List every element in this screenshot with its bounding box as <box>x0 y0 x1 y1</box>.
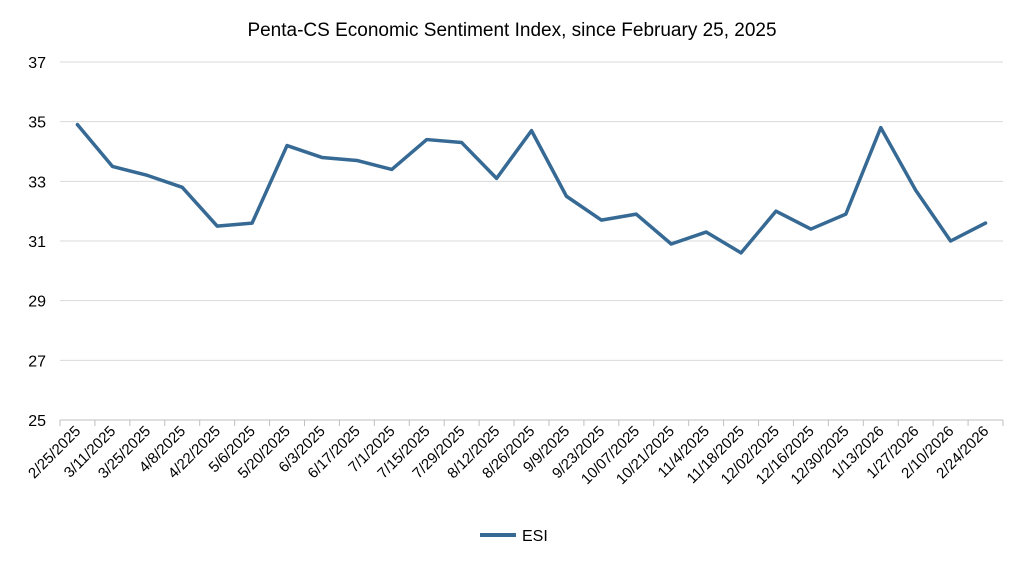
data-point <box>320 155 324 159</box>
data-point <box>809 227 813 231</box>
y-tick-label: 31 <box>28 234 46 251</box>
data-point <box>739 251 743 255</box>
data-point <box>704 230 708 234</box>
data-point <box>669 242 673 246</box>
series-layer <box>75 122 988 255</box>
data-point <box>914 188 918 192</box>
data-point <box>425 138 429 142</box>
series-line-esi <box>75 122 988 255</box>
data-point <box>355 158 359 162</box>
legend-label-esi: ESI <box>522 528 548 545</box>
data-point <box>634 212 638 216</box>
data-point <box>180 185 184 189</box>
data-point <box>250 221 254 225</box>
data-point <box>949 239 953 243</box>
data-point <box>145 173 149 177</box>
data-point <box>879 126 883 130</box>
data-point <box>285 144 289 148</box>
y-tick-label: 33 <box>28 174 46 191</box>
x-axis: 2/25/20253/11/20253/25/20254/8/20254/22/… <box>25 420 1004 488</box>
data-point <box>774 209 778 213</box>
data-point <box>460 141 464 145</box>
data-point <box>984 221 988 225</box>
data-point <box>215 224 219 228</box>
y-tick-label: 25 <box>28 413 46 430</box>
y-tick-label: 29 <box>28 294 46 311</box>
y-tick-label: 27 <box>28 353 46 370</box>
legend: ESI <box>480 528 548 545</box>
y-axis: 25 27 29 31 33 35 37 <box>28 55 46 430</box>
data-point <box>564 194 568 198</box>
chart-title: Penta-CS Economic Sentiment Index, since… <box>247 20 776 41</box>
data-point <box>110 164 114 168</box>
data-point <box>75 123 79 127</box>
y-tick-label: 35 <box>28 115 46 132</box>
data-point <box>599 218 603 222</box>
gridlines <box>60 61 1003 421</box>
data-point <box>495 176 499 180</box>
y-tick-label: 37 <box>28 55 46 72</box>
data-point <box>390 167 394 171</box>
data-point <box>530 129 533 133</box>
data-point <box>844 212 848 216</box>
